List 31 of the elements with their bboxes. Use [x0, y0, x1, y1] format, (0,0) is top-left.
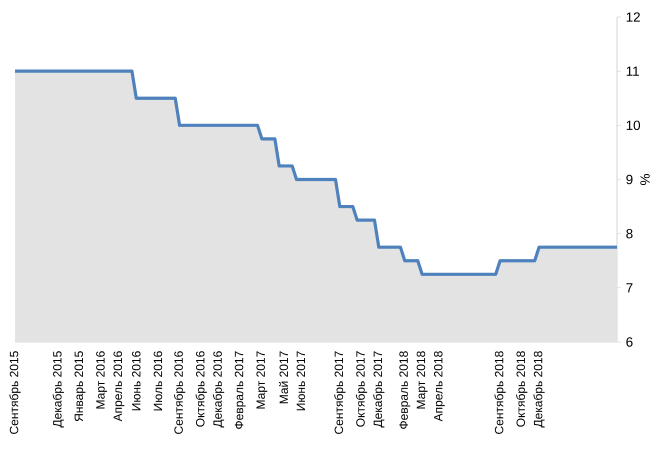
x-tick-label: Декабрь 2015 — [52, 351, 64, 428]
x-tick-label: Январь 2015 — [74, 351, 86, 422]
x-tick-label: Апрель 2016 — [114, 351, 124, 422]
y-tick-label: 8 — [626, 228, 633, 238]
x-tick-label: Март 2017 — [256, 351, 268, 408]
x-tick-label: Март 2016 — [96, 351, 108, 408]
x-tick-label: Февраль 2018 — [399, 351, 410, 429]
x-tick-label: Сентябрь 2018 — [494, 351, 506, 434]
x-tick-label: Сентябрь 2015 — [9, 351, 21, 434]
x-tick-label: Октябрь 2018 — [516, 351, 528, 427]
x-tick-label: Июнь 2017 — [296, 351, 306, 410]
x-tick-label: Март 2018 — [416, 351, 428, 408]
x-tick-label: Февраль 2017 — [234, 351, 246, 429]
y-tick-label: 11 — [626, 66, 639, 76]
y-axis-title: % — [640, 174, 650, 185]
x-tick-label: Апрель 2018 — [434, 351, 445, 422]
y-tick-label: 10 — [626, 120, 640, 130]
x-tick-label: Декабрь 2018 — [533, 351, 545, 428]
x-tick-label: Декабрь 2016 — [212, 351, 224, 428]
x-tick-label: Сентябрь 2017 — [334, 351, 346, 434]
x-tick-label: Май 2017 — [279, 351, 288, 404]
y-tick-label: 7 — [626, 283, 632, 292]
x-tick-label: Декабрь 2017 — [373, 351, 384, 428]
x-tick-label: Июнь 2016 — [132, 351, 141, 410]
y-tick-label: 9 — [626, 174, 633, 184]
y-tick-label: 6 — [626, 337, 633, 347]
y-tick-label: 12 — [626, 12, 640, 22]
x-tick-label: Октябрь 2016 — [196, 351, 207, 427]
x-tick-label: Октябрь 2017 — [356, 351, 368, 427]
x-tick-label: Июль 2016 — [154, 351, 162, 410]
x-tick-label: Сентябрь 2016 — [174, 351, 186, 434]
